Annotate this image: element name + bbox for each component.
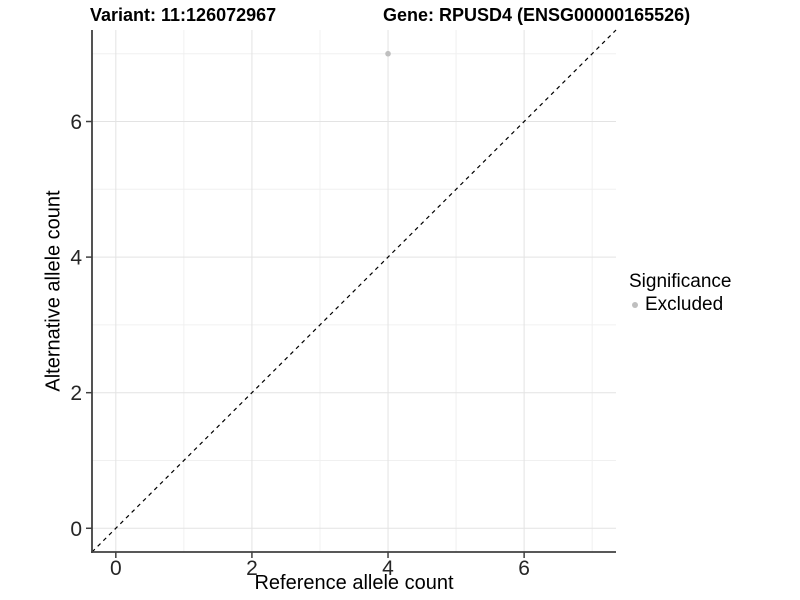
tick-marks	[86, 120, 525, 558]
axis-lines	[91, 30, 616, 553]
grid-major	[92, 30, 616, 552]
svg-text:0: 0	[70, 518, 82, 541]
y-tick-labels: 0 2 4 6	[70, 111, 82, 541]
excluded-point-icon	[632, 301, 638, 308]
legend-item-excluded: Excluded	[629, 294, 731, 315]
svg-text:2: 2	[246, 557, 258, 580]
svg-text:6: 6	[70, 111, 82, 134]
grid-minor	[92, 30, 616, 552]
legend-title: Significance	[629, 271, 732, 292]
variant-title: Variant: 11:126072967	[90, 5, 277, 25]
svg-text:0: 0	[110, 557, 122, 580]
data-points	[385, 50, 391, 57]
svg-text:4: 4	[382, 557, 394, 580]
legend-item-label: Excluded	[645, 294, 724, 315]
svg-text:4: 4	[70, 247, 82, 270]
x-tick-labels: 0 2 4 6	[110, 557, 530, 580]
identity-reference-line	[91, 29, 617, 553]
legend: Significance Excluded	[629, 271, 731, 315]
x-axis-title: Reference allele count	[254, 572, 454, 594]
excluded-data-point	[385, 50, 391, 57]
svg-text:6: 6	[518, 557, 530, 580]
gene-title: Gene: RPUSD4 (ENSG00000165526)	[383, 5, 691, 25]
svg-text:2: 2	[70, 382, 82, 405]
y-axis-title: Alternative allele count	[42, 190, 65, 392]
